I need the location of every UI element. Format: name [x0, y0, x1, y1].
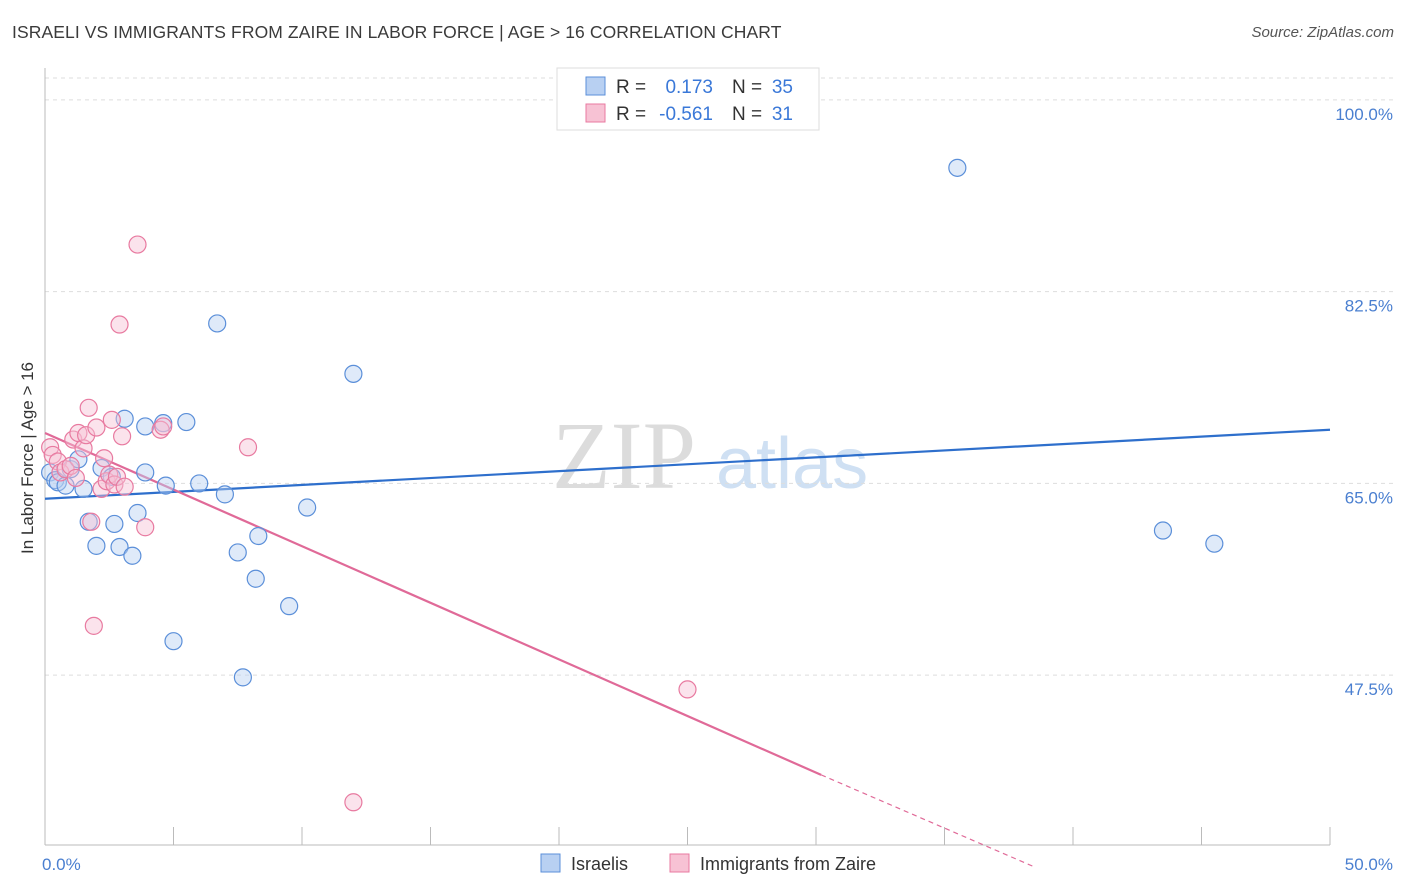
- watermark-zip: ZIP: [552, 402, 696, 509]
- series-legend: Israelis Immigrants from Zaire: [540, 853, 876, 874]
- data-point-s0-26: [233, 668, 252, 687]
- series-legend-swatch-israelis: [540, 853, 561, 873]
- trend-line-1: [44, 432, 822, 776]
- series-legend-label-zaire: Immigrants from Zaire: [700, 854, 876, 874]
- data-point-s0-23: [208, 314, 227, 333]
- legend-n-label-0: N =: [732, 77, 762, 98]
- data-point-s1-12: [82, 512, 101, 531]
- data-point-s1-26: [136, 518, 155, 537]
- data-point-s0-24: [215, 485, 234, 504]
- x-tick-label-1: 50.0%: [1345, 855, 1393, 874]
- data-point-s1-13: [84, 616, 103, 635]
- data-point-s0-15: [128, 503, 147, 523]
- chart-title: ISRAELI VS IMMIGRANTS FROM ZAIRE IN LABO…: [12, 22, 782, 42]
- data-point-s1-7: [66, 468, 85, 488]
- data-point-s1-22: [110, 315, 129, 334]
- tick-labels: 100.0% 82.5% 65.0% 47.5% 0.0% 50.0%: [42, 105, 1393, 874]
- data-point-s0-31: [344, 364, 363, 383]
- legend: R = 0.173 N = 35 R = -0.561 N = 31: [556, 67, 820, 131]
- legend-n-label-1: N =: [732, 104, 762, 125]
- data-point-s0-8: [87, 536, 106, 555]
- legend-n-value-1: 31: [772, 104, 793, 125]
- chart-source: Source: ZipAtlas.com: [1251, 24, 1394, 41]
- y-tick-label-1: 82.5%: [1345, 297, 1393, 316]
- y-axis-label: In Labor Force | Age > 16: [18, 362, 37, 554]
- data-point-s1-16: [95, 449, 114, 468]
- y-tick-label-3: 47.5%: [1345, 680, 1393, 699]
- trend-line-0: [44, 428, 1331, 500]
- data-point-s0-11: [105, 514, 124, 534]
- series-legend-label-israelis: Israelis: [571, 854, 628, 874]
- data-point-s0-19: [156, 476, 175, 495]
- data-point-s0-27: [246, 569, 265, 588]
- y-tick-label-2: 65.0%: [1345, 488, 1393, 507]
- data-point-s1-11: [79, 398, 98, 417]
- data-point-s0-17: [136, 463, 155, 482]
- x-tick-label-0: 0.0%: [42, 855, 81, 874]
- data-point-s1-14: [87, 418, 106, 437]
- legend-n-value-0: 35: [772, 77, 793, 98]
- legend-r-value-1: -0.561: [659, 104, 713, 125]
- data-point-s0-29: [280, 597, 299, 616]
- data-point-s1-25: [128, 235, 147, 254]
- trend-lines: [44, 428, 1331, 868]
- data-point-s0-25: [228, 543, 247, 562]
- data-point-s1-30: [344, 793, 363, 812]
- legend-swatch-israelis: [585, 76, 606, 96]
- axes: [44, 68, 1331, 846]
- data-point-s1-23: [112, 427, 132, 446]
- data-point-s0-28: [249, 526, 268, 546]
- y-tick-label-0: 100.0%: [1335, 105, 1393, 124]
- data-point-s0-30: [298, 498, 317, 517]
- legend-r-value-0: 0.173: [665, 77, 713, 98]
- data-point-s1-29: [238, 438, 258, 457]
- data-point-s1-10: [77, 426, 96, 445]
- data-point-s1-19: [102, 410, 121, 429]
- data-point-s1-31: [678, 680, 697, 699]
- data-point-s0-21: [177, 412, 196, 432]
- gridlines: [45, 77, 1395, 676]
- data-points: [41, 158, 1224, 812]
- legend-r-label-1: R =: [616, 104, 646, 125]
- data-point-s0-33: [1153, 521, 1173, 540]
- trend-line-dashed-1: [820, 774, 1035, 868]
- data-point-s0-14: [123, 546, 142, 565]
- data-point-s0-12: [110, 537, 129, 557]
- data-point-s0-13: [115, 409, 134, 428]
- watermark: ZIP atlas: [552, 402, 868, 509]
- data-point-s1-27: [151, 420, 170, 439]
- watermark-atlas: atlas: [716, 424, 868, 504]
- series-legend-swatch-zaire: [669, 853, 690, 873]
- data-point-s0-34: [1205, 534, 1224, 553]
- data-point-s0-22: [190, 474, 209, 493]
- legend-swatch-zaire: [585, 103, 606, 123]
- data-point-s0-20: [164, 632, 183, 651]
- data-point-s1-24: [115, 477, 134, 496]
- data-point-s0-32: [948, 158, 967, 177]
- data-point-s1-5: [61, 456, 80, 475]
- data-point-s1-28: [154, 417, 173, 436]
- legend-r-label-0: R =: [616, 77, 646, 98]
- data-point-s0-16: [136, 417, 155, 436]
- data-point-s1-21: [107, 467, 127, 486]
